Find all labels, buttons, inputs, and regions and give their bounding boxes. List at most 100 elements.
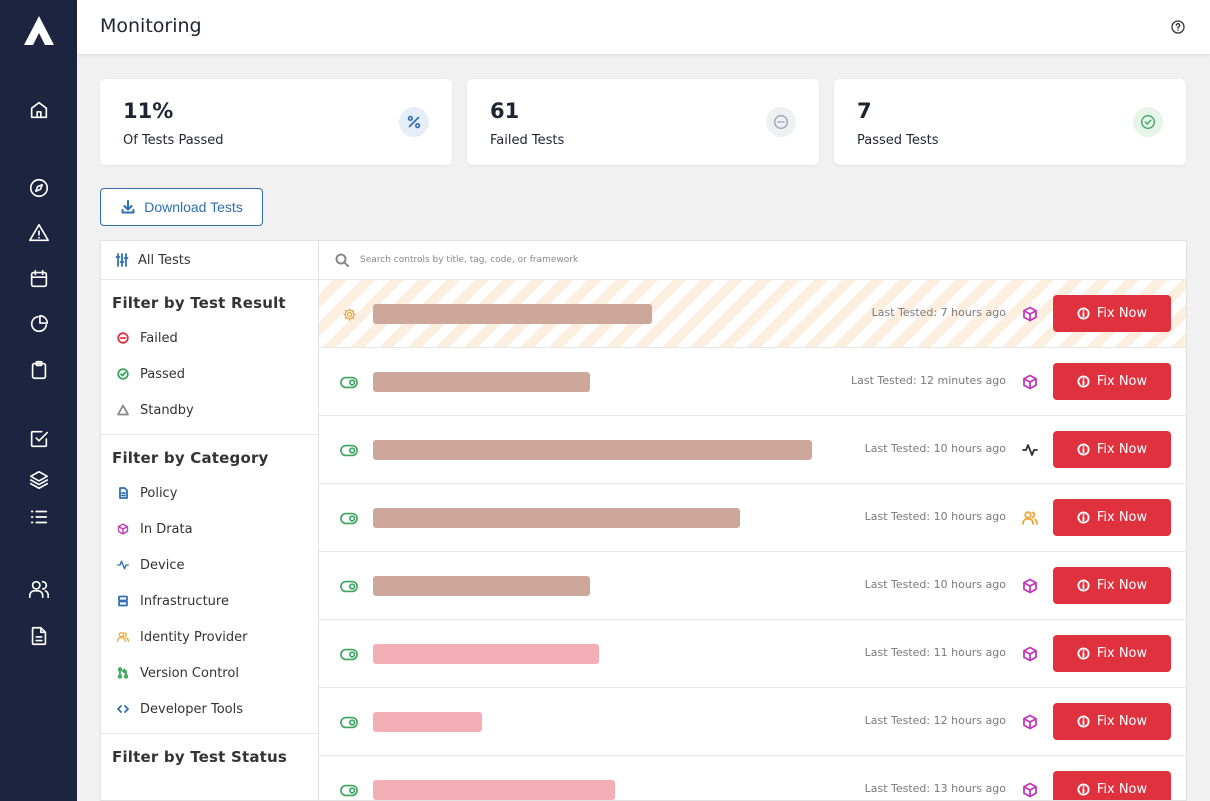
fix-now-button[interactable]: Fix Now (1053, 431, 1171, 468)
fix-now-button[interactable]: Fix Now (1053, 771, 1171, 800)
test-row[interactable]: Last Tested: 7 hours ago Fix Now (319, 280, 1186, 348)
last-tested-text: Last Tested: 12 hours ago (864, 714, 1006, 727)
home-icon[interactable] (27, 98, 51, 122)
toggle-icon (340, 781, 358, 799)
filter-item-developer-tools[interactable]: Developer Tools (101, 691, 318, 727)
filter-item-passed[interactable]: Passed (101, 356, 318, 392)
filter-item-label: Infrastructure (140, 593, 229, 609)
percent-icon (399, 107, 429, 137)
redacted-test-title (373, 780, 615, 800)
last-tested-text: Last Tested: 13 hours ago (864, 782, 1006, 795)
info-icon (1077, 511, 1090, 524)
layers-icon[interactable] (27, 468, 51, 492)
filter-item-policy[interactable]: Policy (101, 475, 318, 511)
check-square-icon[interactable] (27, 427, 51, 451)
code-icon (116, 702, 130, 716)
test-row[interactable]: Last Tested: 11 hours ago Fix Now (319, 620, 1186, 688)
sidebar (0, 0, 77, 801)
test-row[interactable]: Last Tested: 12 minutes ago Fix Now (319, 348, 1186, 416)
download-tests-button[interactable]: Download Tests (100, 188, 263, 226)
last-tested-text: Last Tested: 10 hours ago (864, 578, 1006, 591)
stat-value: 61 (490, 99, 520, 123)
filter-item-identity-provider[interactable]: Identity Provider (101, 619, 318, 655)
git-pull-request-icon (116, 666, 130, 680)
filter-group: Filter by Test Result Failed Passed Standby (101, 280, 318, 435)
pie-chart-icon[interactable] (27, 312, 51, 336)
filter-group: Filter by Category Policy In Drata Device In… (101, 435, 318, 734)
fix-now-label: Fix Now (1096, 578, 1148, 593)
search-input[interactable] (360, 255, 960, 265)
file-icon (116, 486, 130, 500)
users-icon[interactable] (27, 577, 51, 601)
redacted-test-title (373, 440, 812, 460)
fix-now-label: Fix Now (1096, 510, 1148, 525)
redacted-test-title (373, 508, 740, 528)
fix-now-button[interactable]: Fix Now (1053, 295, 1171, 332)
box-icon (1021, 305, 1039, 323)
sliders-icon (115, 253, 129, 267)
fix-now-label: Fix Now (1096, 374, 1148, 389)
filter-item-in-drata[interactable]: In Drata (101, 511, 318, 547)
filter-panel: All Tests Filter by Test Result Failed Pas… (100, 240, 318, 801)
test-row[interactable]: Last Tested: 10 hours ago Fix Now (319, 416, 1186, 484)
check-circle-icon (1133, 107, 1163, 137)
fix-now-button[interactable]: Fix Now (1053, 567, 1171, 604)
test-row[interactable]: Last Tested: 13 hours ago Fix Now (319, 756, 1186, 800)
stat-label: Passed Tests (857, 133, 939, 148)
fix-now-button[interactable]: Fix Now (1053, 363, 1171, 400)
filter-item-version-control[interactable]: Version Control (101, 655, 318, 691)
help-circle-icon[interactable] (1170, 19, 1186, 35)
box-icon (1021, 577, 1039, 595)
last-tested-text: Last Tested: 12 minutes ago (851, 374, 1006, 387)
download-icon (121, 200, 135, 214)
filter-group-title: Filter by Category (112, 449, 269, 467)
page-title: Monitoring (100, 15, 202, 37)
fix-now-label: Fix Now (1096, 714, 1148, 729)
filter-group-title: Filter by Test Status (112, 748, 288, 766)
info-icon (1077, 375, 1090, 388)
box-icon (1021, 645, 1039, 663)
list-icon[interactable] (27, 505, 51, 529)
test-row[interactable]: Last Tested: 12 hours ago Fix Now (319, 688, 1186, 756)
alert-triangle-icon[interactable] (27, 221, 51, 245)
search-icon (335, 253, 349, 267)
clipboard-icon[interactable] (27, 358, 51, 382)
all-tests-filter[interactable]: All Tests (101, 241, 318, 280)
filter-item-label: Developer Tools (140, 701, 244, 717)
info-icon (1077, 647, 1090, 660)
fix-now-button[interactable]: Fix Now (1053, 499, 1171, 536)
calendar-icon[interactable] (27, 267, 51, 291)
filter-item-infrastructure[interactable]: Infrastructure (101, 583, 318, 619)
all-tests-label: All Tests (138, 252, 191, 268)
check-circle-icon (116, 367, 130, 381)
filter-item-failed[interactable]: Failed (101, 320, 318, 356)
redacted-test-title (373, 304, 652, 324)
gear-icon (340, 305, 358, 323)
stat-value: 7 (857, 99, 872, 123)
filter-item-label: Device (140, 557, 185, 573)
filter-item-label: Passed (140, 366, 186, 382)
toggle-icon (340, 441, 358, 459)
redacted-test-title (373, 644, 599, 664)
file-text-icon[interactable] (27, 624, 51, 648)
fix-now-button[interactable]: Fix Now (1053, 703, 1171, 740)
compass-icon[interactable] (27, 176, 51, 200)
fix-now-label: Fix Now (1096, 646, 1148, 661)
filter-item-device[interactable]: Device (101, 547, 318, 583)
info-icon (1077, 715, 1090, 728)
test-row[interactable]: Last Tested: 10 hours ago Fix Now (319, 484, 1186, 552)
stat-card-failed-tests: 61 Failed Tests (467, 79, 819, 165)
stat-label: Of Tests Passed (123, 133, 224, 148)
toggle-icon (340, 373, 358, 391)
box-icon (1021, 373, 1039, 391)
filter-item-standby[interactable]: Standby (101, 392, 318, 428)
toggle-icon (340, 577, 358, 595)
drata-logo[interactable] (22, 14, 56, 48)
top-header: Monitoring (77, 0, 1210, 55)
test-row[interactable]: Last Tested: 10 hours ago Fix Now (319, 552, 1186, 620)
fix-now-button[interactable]: Fix Now (1053, 635, 1171, 672)
box-icon (1021, 781, 1039, 799)
stat-label: Failed Tests (490, 133, 565, 148)
users-icon (116, 630, 130, 644)
minus-circle-icon (116, 331, 130, 345)
